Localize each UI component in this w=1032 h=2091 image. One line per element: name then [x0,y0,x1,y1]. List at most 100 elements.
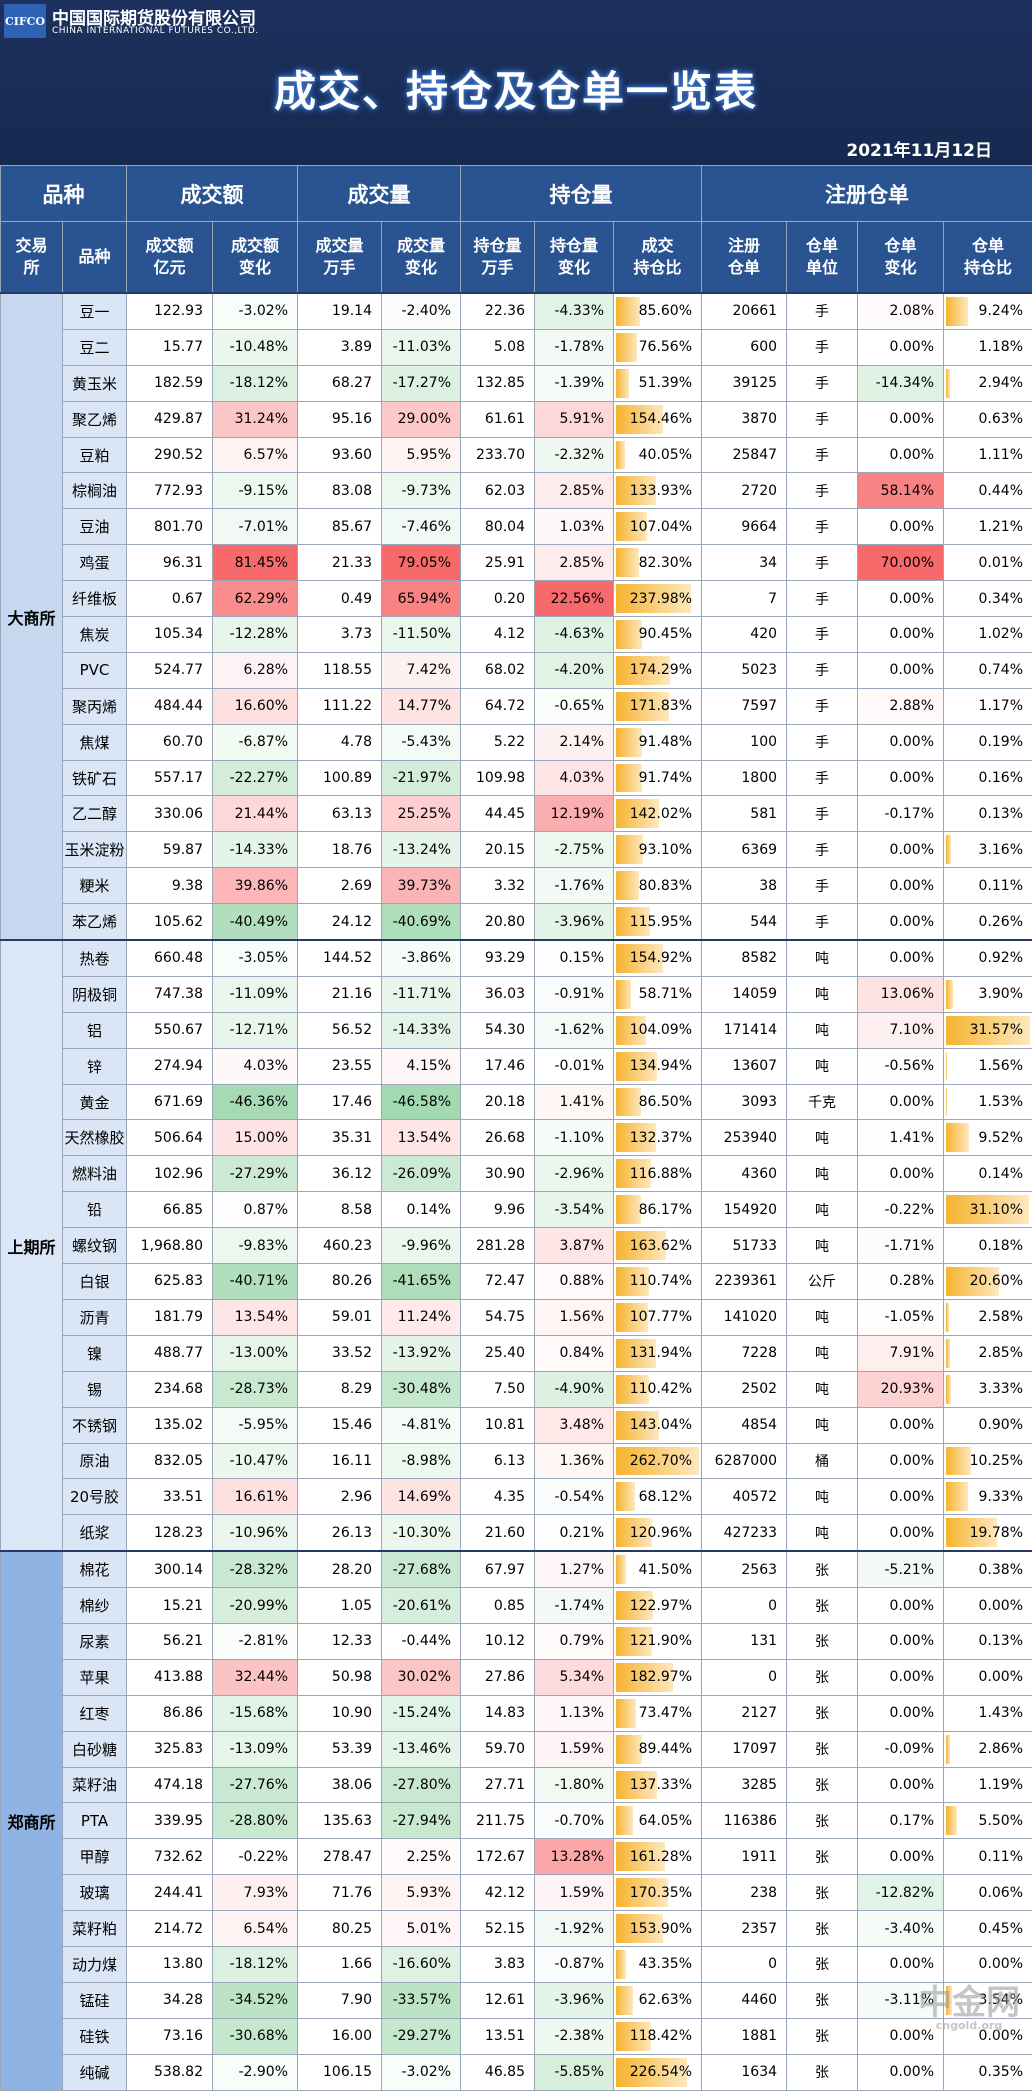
value-cell: 2563 [702,1551,787,1587]
value-cell: 427233 [702,1515,787,1551]
cell-text: 51.39% [639,375,692,391]
change-cell: -10.30% [382,1515,461,1551]
change-cell: 2.85% [535,545,614,581]
change-cell: -27.29% [213,1156,298,1192]
cell-text: 0.18% [979,1238,1023,1254]
cell-text: 104.09% [630,1022,692,1038]
value-cell: 50.98 [298,1659,382,1695]
product-cell: 聚乙烯 [63,401,127,437]
change-cell: 4.03% [535,760,614,796]
ratio-cell: 86.17% [614,1192,702,1228]
product-cell: 乙二醇 [63,796,127,832]
value-cell: 109.98 [461,760,535,796]
change-cell: 81.45% [213,545,298,581]
value-cell: 14.83 [461,1695,535,1731]
value-cell: 59.01 [298,1299,382,1335]
ratio-cell: 0.14% [944,1156,1032,1192]
ratio-cell: 1.21% [944,509,1032,545]
data-bar [616,441,625,470]
data-bar [946,980,953,1009]
change-cell: -9.83% [213,1228,298,1264]
change-cell: -11.71% [382,976,461,1012]
unit-cell: 张 [787,1659,858,1695]
value-cell: 26.13 [298,1515,382,1551]
data-bar [946,835,951,864]
column-header: 仓单 单位 [787,222,858,294]
product-cell: 动力煤 [63,1946,127,1982]
cell-text: 1.19% [979,1777,1023,1793]
group-header: 注册仓单 [702,166,1032,222]
change-cell: 70.00% [858,545,944,581]
change-cell: -1.10% [535,1120,614,1156]
data-bar [616,369,629,398]
ratio-cell: 20.60% [944,1264,1032,1300]
value-cell: 93.60 [298,437,382,473]
data-bar [946,1123,969,1152]
value-cell: 36.12 [298,1156,382,1192]
unit-cell: 张 [787,1695,858,1731]
change-cell: 65.94% [382,581,461,617]
change-cell: -22.27% [213,760,298,796]
value-cell: 4.35 [461,1479,535,1515]
change-cell: -1.76% [535,868,614,904]
cell-text: 121.90% [630,1633,692,1649]
product-cell: 豆二 [63,329,127,365]
exchange-cell: 上期所 [1,940,63,1551]
value-cell: 581 [702,796,787,832]
cell-text: 1.18% [979,339,1023,355]
cell-text: 154.46% [630,411,692,427]
change-cell: -30.68% [213,2018,298,2054]
ratio-cell: 85.60% [614,293,702,329]
data-bar [946,1735,950,1764]
value-cell: 0.20 [461,581,535,617]
value-cell: 135.63 [298,1803,382,1839]
change-cell: 7.42% [382,652,461,688]
value-cell: 2502 [702,1371,787,1407]
value-cell: 7.90 [298,1982,382,2018]
change-cell: -1.80% [535,1767,614,1803]
change-cell: -0.54% [535,1479,614,1515]
ratio-cell: 133.93% [614,473,702,509]
product-cell: 玻璃 [63,1875,127,1911]
change-cell: 0.00% [858,940,944,976]
value-cell: 16.00 [298,2018,382,2054]
value-cell: 171414 [702,1012,787,1048]
cell-text: 132.37% [630,1130,692,1146]
ratio-cell: 110.74% [614,1264,702,1300]
value-cell: 413.88 [127,1659,213,1695]
product-cell: 棉花 [63,1551,127,1587]
value-cell: 154920 [702,1192,787,1228]
unit-cell: 吨 [787,1371,858,1407]
product-cell: 豆油 [63,509,127,545]
cell-text: 9.33% [979,1489,1023,1505]
change-cell: -0.44% [382,1623,461,1659]
value-cell: 3.83 [461,1946,535,1982]
change-cell: 0.87% [213,1192,298,1228]
ratio-cell: 0.63% [944,401,1032,437]
value-cell: 14059 [702,976,787,1012]
product-cell: 苯乙烯 [63,904,127,940]
product-cell: 黄金 [63,1084,127,1120]
ratio-cell: 0.92% [944,940,1032,976]
ratio-cell: 0.45% [944,1911,1032,1947]
unit-cell: 吨 [787,1228,858,1264]
value-cell: 116386 [702,1803,787,1839]
ratio-cell: 170.35% [614,1875,702,1911]
value-cell: 38 [702,868,787,904]
ratio-cell: 0.01% [944,545,1032,581]
product-cell: 沥青 [63,1299,127,1335]
value-cell: 9.96 [461,1192,535,1228]
change-cell: -20.99% [213,1588,298,1624]
cell-text: 133.93% [630,483,692,499]
value-cell: 93.29 [461,940,535,976]
value-cell: 51733 [702,1228,787,1264]
value-cell: 73.16 [127,2018,213,2054]
ratio-cell: 19.78% [944,1515,1032,1551]
value-cell: 25.40 [461,1335,535,1371]
